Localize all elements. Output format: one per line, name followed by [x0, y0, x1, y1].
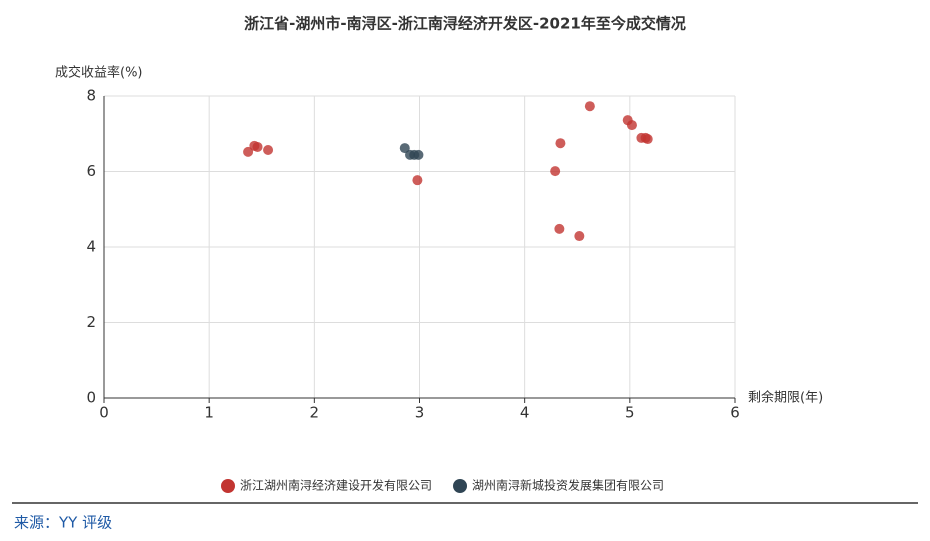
- point: [584, 101, 595, 112]
- point: [555, 138, 566, 149]
- x-tick-label: 4: [520, 404, 530, 422]
- point: [574, 231, 585, 242]
- x-tick-label: 2: [310, 404, 320, 422]
- point: [642, 134, 653, 145]
- point: [243, 146, 254, 157]
- point: [554, 223, 565, 234]
- source: 来源：YY 评级: [14, 514, 112, 532]
- y-tick-label: 2: [86, 313, 96, 331]
- point: [263, 144, 274, 155]
- y-axis-label: 成交收益率(%): [55, 65, 143, 81]
- y-tick-label: 4: [86, 238, 96, 256]
- point: [252, 141, 263, 152]
- legend-label: 浙江湖州南浔经济建设开发有限公司: [240, 478, 432, 493]
- chart-title: 浙江省-湖州市-南浔区-浙江南浔经济开发区-2021年至今成交情况: [244, 15, 686, 33]
- point: [550, 166, 561, 177]
- x-tick-label: 0: [99, 404, 109, 422]
- point: [626, 120, 637, 131]
- x-axis-label: 剩余期限(年): [748, 390, 823, 406]
- point: [413, 149, 424, 160]
- y-tick-label: 8: [86, 87, 96, 105]
- y-tick-label: 0: [86, 389, 96, 407]
- x-tick-label: 5: [625, 404, 635, 422]
- y-tick-label: 6: [86, 162, 96, 180]
- x-tick-label: 6: [730, 404, 740, 422]
- x-tick-label: 1: [204, 404, 214, 422]
- point: [399, 143, 410, 154]
- legend-marker: [221, 479, 235, 493]
- legend-marker: [453, 479, 468, 493]
- point: [412, 175, 423, 186]
- legend-label: 湖州南浔新城投资发展集团有限公司: [472, 478, 664, 493]
- x-tick-label: 3: [415, 404, 425, 422]
